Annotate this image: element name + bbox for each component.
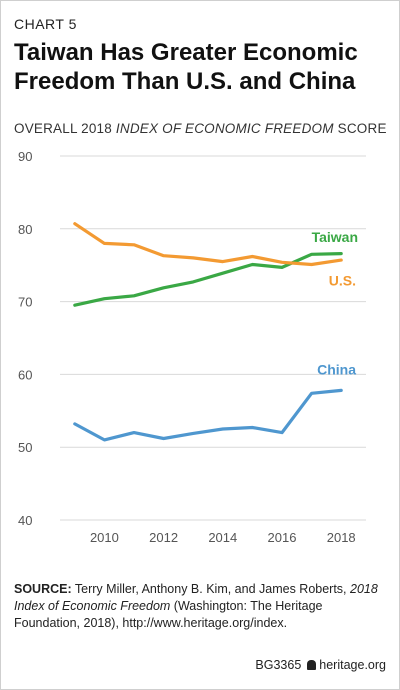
x-tick-label: 2016 xyxy=(268,530,297,545)
y-tick-label: 40 xyxy=(18,513,32,528)
footer: BG3365 heritage.org xyxy=(255,658,386,672)
chart-title: Taiwan Has Greater Economic Freedom Than… xyxy=(14,39,358,95)
series-label-taiwan: Taiwan xyxy=(312,229,358,245)
site-link[interactable]: heritage.org xyxy=(319,658,386,672)
x-tick-label: 2012 xyxy=(149,530,178,545)
subtitle-post: SCORE xyxy=(333,121,387,136)
series-line-china xyxy=(73,388,343,442)
x-tick-label: 2010 xyxy=(90,530,119,545)
report-code: BG3365 xyxy=(255,658,302,672)
y-tick-label: 50 xyxy=(18,440,32,455)
y-tick-label: 90 xyxy=(18,149,32,164)
series-line-us xyxy=(73,222,343,267)
series-label-us: U.S. xyxy=(329,273,356,289)
chart-number: CHART 5 xyxy=(14,16,77,32)
series-label-china: China xyxy=(317,361,356,377)
y-tick-label: 70 xyxy=(18,295,32,310)
liberty-bell-icon xyxy=(307,660,317,670)
source-label: SOURCE: xyxy=(14,582,72,596)
chart-subtitle: OVERALL 2018 INDEX OF ECONOMIC FREEDOM S… xyxy=(14,121,387,136)
series-line-taiwan xyxy=(73,252,343,307)
source-note: SOURCE: Terry Miller, Anthony B. Kim, an… xyxy=(14,581,386,632)
source-italic: 2018 Index of Economic Freedom xyxy=(14,582,378,613)
y-tick-label: 60 xyxy=(18,367,32,382)
x-tick-label: 2014 xyxy=(208,530,237,545)
subtitle-pre: OVERALL 2018 xyxy=(14,121,116,136)
subtitle-italic: INDEX OF ECONOMIC FREEDOM xyxy=(115,121,334,136)
line-chart: 40 50 60 70 80 90 2010 2012 2014 2016 2018 Taiwan U.… xyxy=(18,149,366,545)
source-text-2: (Washington: The Heritage Foundation, 20… xyxy=(14,599,323,630)
source-text-1: Terry Miller, Anthony B. Kim, and James … xyxy=(71,582,351,596)
y-tick-label: 80 xyxy=(18,222,32,237)
x-tick-label: 2018 xyxy=(327,530,356,545)
